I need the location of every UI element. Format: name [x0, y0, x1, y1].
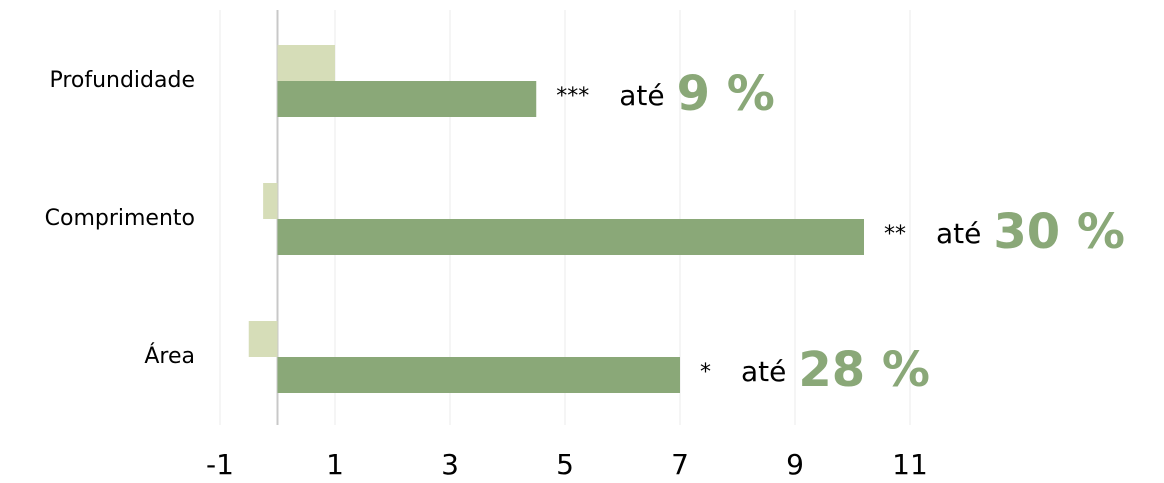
x-tick-label: 3 — [441, 448, 459, 481]
x-tick-label: 5 — [556, 448, 574, 481]
category-label: Área — [144, 343, 195, 369]
significance-stars: ** — [884, 222, 906, 247]
annotation: *** até 9 % — [556, 66, 775, 122]
annotation-highlight: 9 % — [677, 66, 775, 122]
annotation-highlight: 28 % — [798, 342, 930, 398]
bar — [277, 219, 864, 255]
significance-stars: *** — [556, 84, 589, 109]
bar — [277, 357, 680, 393]
x-tick-label: 7 — [671, 448, 689, 481]
bar — [277, 45, 335, 81]
x-tick-label: 11 — [892, 448, 928, 481]
annotation-highlight: 30 % — [993, 204, 1125, 260]
bar — [263, 183, 278, 219]
bar — [248, 321, 278, 357]
x-tick-label: 1 — [326, 448, 344, 481]
annotation-prefix: até — [741, 355, 786, 388]
annotation: * até 28 % — [700, 342, 930, 398]
category-label: Comprimento — [45, 206, 195, 231]
annotation-prefix: até — [936, 217, 981, 250]
annotation-prefix: até — [619, 79, 664, 112]
x-tick-label: 9 — [786, 448, 804, 481]
annotation: ** até 30 % — [884, 204, 1125, 260]
significance-stars: * — [700, 360, 711, 385]
bar — [277, 81, 537, 117]
x-tick-label: -1 — [206, 448, 234, 481]
category-label: Profundidade — [49, 68, 195, 93]
